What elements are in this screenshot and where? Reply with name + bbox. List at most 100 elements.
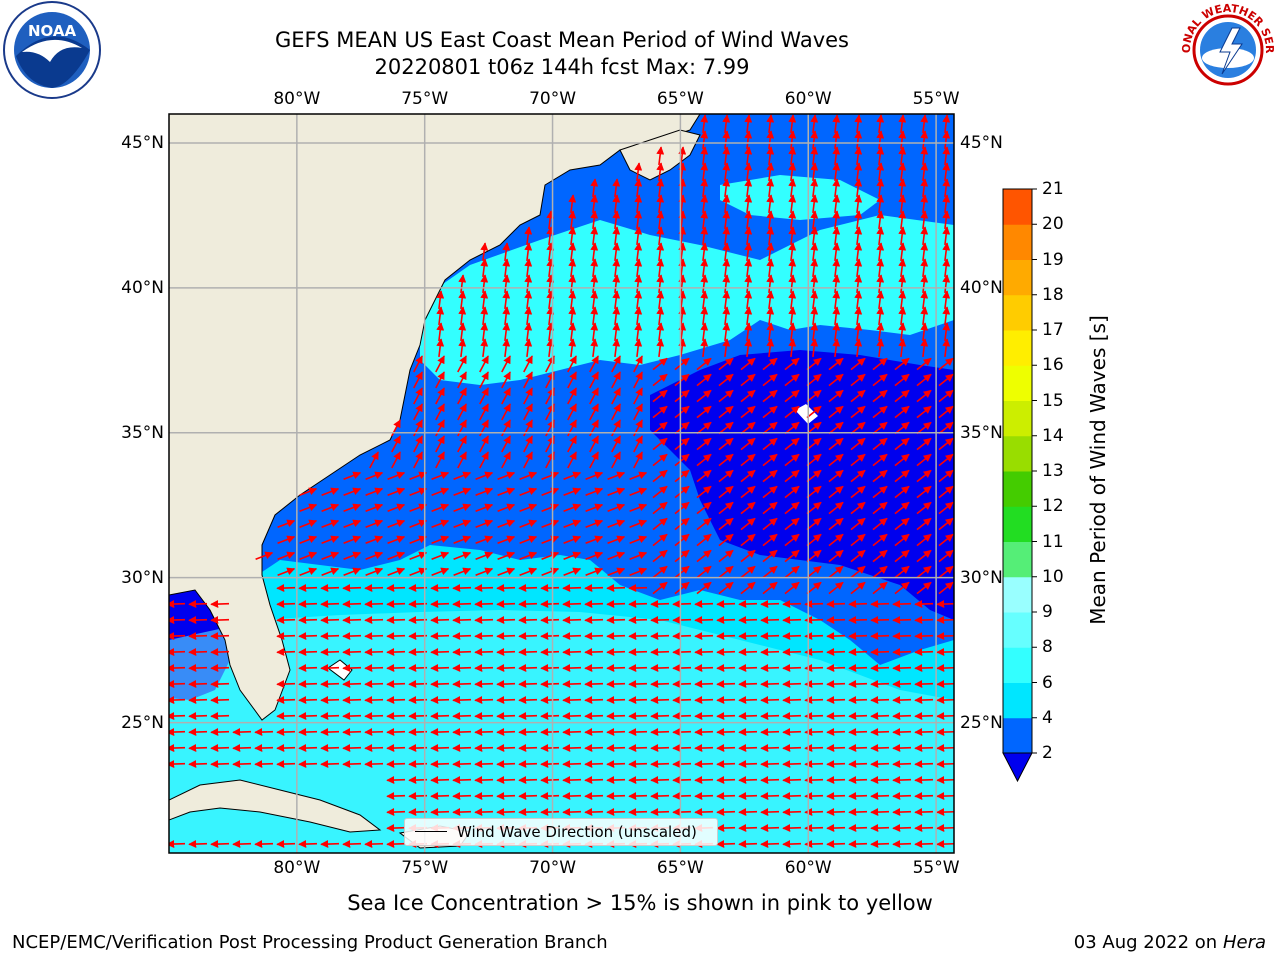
colorbar-segment (1003, 189, 1032, 225)
wind-wave-arrow (480, 274, 489, 294)
wind-wave-arrow (936, 712, 954, 721)
wind-wave-arrow (898, 226, 907, 246)
wind-wave-arrow (210, 840, 230, 849)
wind-wave-arrow (519, 503, 538, 513)
wind-wave-arrow (716, 808, 736, 817)
wind-wave-arrow (254, 840, 274, 849)
wind-wave-arrow (612, 226, 621, 246)
wind-wave-arrow (892, 776, 912, 785)
wind-wave-arrow (210, 664, 230, 673)
colorbar-segment (1003, 471, 1032, 507)
wind-wave-arrow (806, 453, 822, 467)
wind-wave-arrow (546, 242, 555, 262)
colorbar-tick-label: 10 (1042, 566, 1064, 587)
wind-wave-arrow (810, 146, 819, 166)
wind-wave-arrow (652, 533, 668, 547)
wind-wave-arrow (501, 435, 511, 453)
wind-wave-arrow (430, 760, 450, 769)
latitude-label-right: 35°N (960, 422, 1003, 443)
wind-wave-arrow (590, 306, 599, 326)
wind-wave-arrow (562, 744, 582, 753)
wind-wave-arrow (413, 435, 423, 453)
wind-wave-arrow (782, 776, 802, 785)
wind-wave-arrow (782, 808, 802, 817)
wind-wave-arrow (298, 584, 318, 593)
wind-wave-arrow (782, 632, 802, 641)
wind-wave-arrow (606, 680, 626, 689)
wind-wave-arrow (633, 355, 643, 373)
wind-wave-arrow (936, 808, 954, 817)
wind-wave-arrow (716, 728, 736, 737)
wind-wave-arrow (652, 517, 668, 531)
wind-wave-arrow (386, 584, 406, 593)
wind-wave-arrow (210, 712, 230, 721)
wind-wave-arrow (169, 632, 186, 641)
wind-wave-arrow (876, 290, 885, 310)
wind-wave-arrow (409, 567, 428, 577)
wind-wave-arrow (540, 648, 560, 657)
colorbar-tick-label: 20 (1042, 214, 1064, 235)
wind-wave-arrow (762, 581, 778, 595)
colorbar-tick-label: 19 (1042, 249, 1064, 270)
wind-wave-arrow (519, 487, 538, 497)
wind-wave-arrow (474, 728, 494, 737)
colorbar-segment (1003, 224, 1032, 260)
wind-wave-arrow (870, 696, 890, 705)
wind-wave-arrow (920, 114, 929, 134)
wind-wave-arrow (894, 501, 910, 515)
wind-wave-arrow (914, 696, 934, 705)
wind-wave-arrow (298, 632, 318, 641)
wind-wave-arrow (387, 519, 406, 529)
wind-wave-arrow (452, 776, 472, 785)
wind-wave-arrow (828, 453, 844, 467)
wind-wave-arrow (898, 114, 907, 134)
wind-wave-arrow (718, 565, 734, 579)
wind-wave-arrow (744, 338, 753, 358)
wind-wave-arrow (938, 581, 954, 595)
wind-wave-arrow (740, 469, 756, 483)
colorbar-segment (1003, 330, 1032, 366)
wind-wave-arrow (364, 712, 384, 721)
wind-wave-arrow (546, 274, 555, 294)
wind-wave-arrow (876, 162, 885, 182)
wind-wave-arrow (453, 519, 472, 529)
wind-wave-arrow (634, 338, 643, 358)
wind-wave-arrow (738, 728, 758, 737)
wind-wave-arrow (722, 146, 731, 166)
sea-ice-patch (795, 404, 818, 424)
colorbar-segment (1003, 400, 1032, 437)
wind-wave-arrow (806, 357, 822, 371)
wind-wave-arrow (920, 146, 929, 166)
wind-wave-arrow (914, 760, 934, 769)
wind-wave-arrow (760, 696, 780, 705)
wind-wave-arrow (650, 632, 670, 641)
wind-wave-arrow (656, 258, 665, 278)
wind-wave-arrow (276, 616, 296, 625)
wind-wave-arrow (188, 648, 208, 657)
longitude-label-top: 65°W (656, 89, 704, 109)
wind-wave-arrow (870, 776, 890, 785)
wind-wave-arrow (920, 210, 929, 230)
wind-wave-arrow (634, 162, 643, 182)
wind-wave-arrow (826, 792, 846, 801)
wind-wave-arrow (760, 824, 780, 833)
wind-wave-arrow (475, 503, 494, 513)
wind-wave-arrow (502, 242, 511, 262)
wind-wave-arrow (696, 485, 712, 499)
wind-wave-arrow (541, 535, 560, 545)
wind-wave-arrow (298, 616, 318, 625)
wind-wave-arrow (916, 501, 932, 515)
wind-wave-arrow (612, 194, 621, 214)
wind-wave-arrow (760, 648, 780, 657)
wind-wave-arrow (475, 487, 494, 497)
wind-wave-arrow (607, 567, 626, 577)
wind-wave-arrow (606, 664, 626, 673)
wind-wave-arrow (716, 696, 736, 705)
wind-wave-arrow (894, 533, 910, 547)
wind-wave-arrow (453, 487, 472, 497)
wind-wave-arrow (431, 551, 450, 561)
longitude-label-top: 80°W (273, 89, 321, 109)
wind-wave-arrow (914, 776, 934, 785)
wind-wave-arrow (826, 824, 846, 833)
wind-wave-arrow (810, 194, 819, 214)
